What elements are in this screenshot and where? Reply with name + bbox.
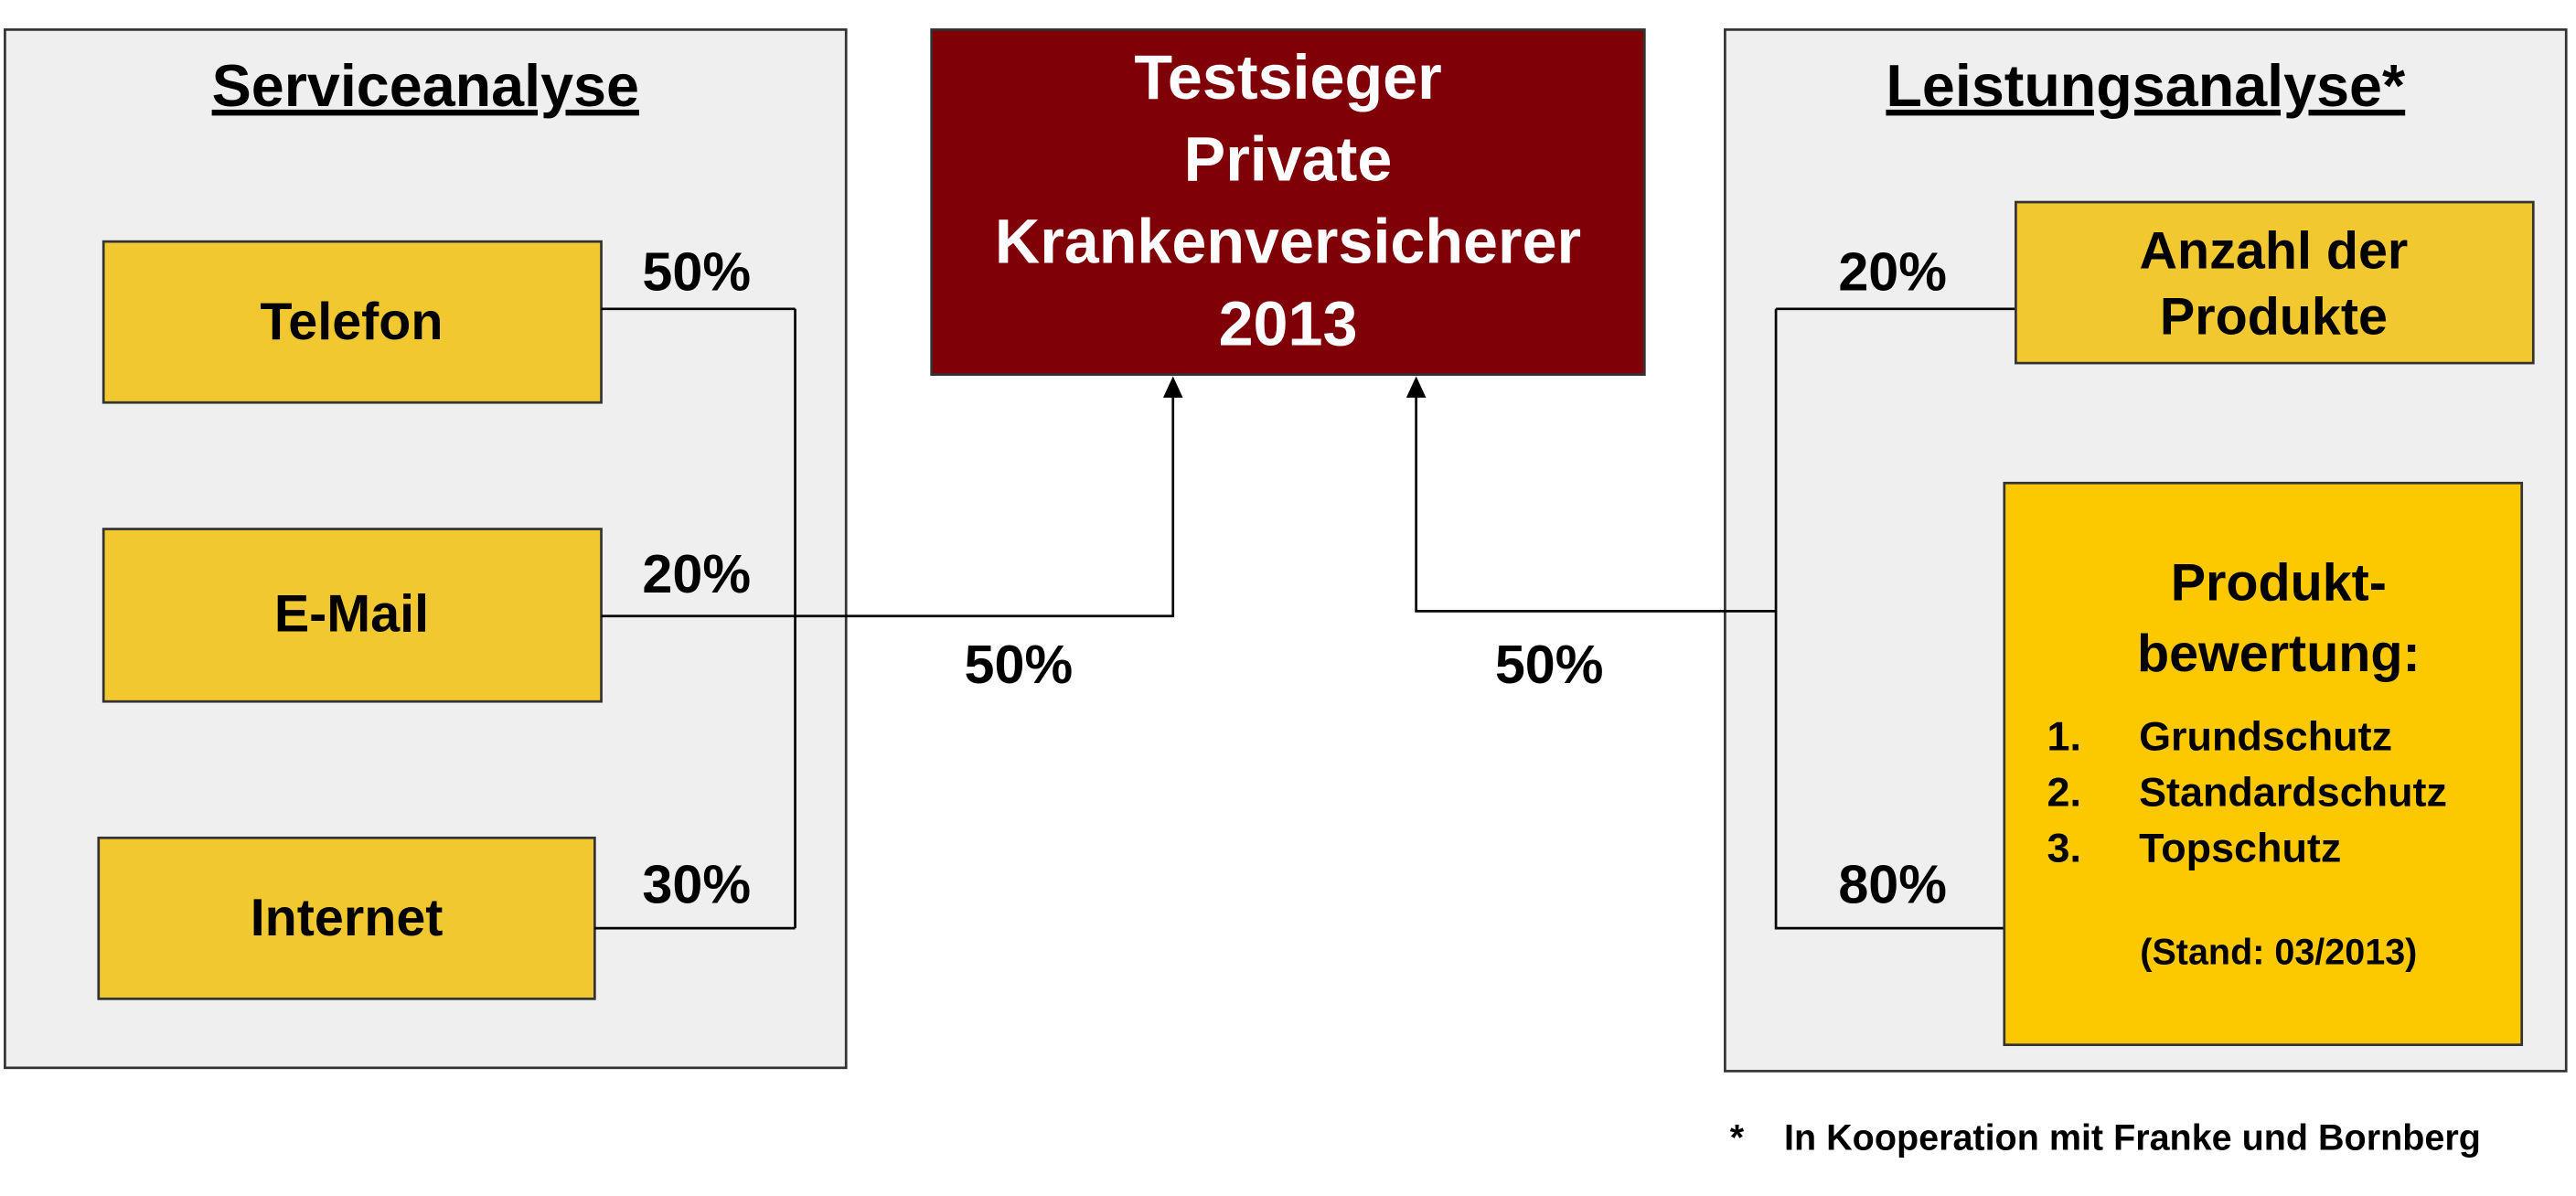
footnote-marker: * [1730,1117,1745,1158]
criterion-label: Produkte [2160,288,2388,347]
weight-label: 50% [1495,634,1604,695]
criterion-label: E-Mail [274,585,429,644]
list-item: Topschutz [2139,825,2341,871]
panel-title: Serviceanalyse [212,52,639,119]
list-item: Grundschutz [2139,712,2392,759]
panel-title: Leistungsanalyse* [1886,52,2406,119]
connector [594,307,1175,930]
weight-label: 80% [1838,854,1947,915]
weight-label: 20% [642,543,751,604]
weight-label: 30% [642,854,751,915]
list-number: 1. [2047,712,2081,759]
criterion-box [2003,481,2524,1047]
result-title: Testsieger [1134,43,1441,112]
criterion-label: Anzahl der [2140,222,2409,281]
note: (Stand: 03/2013) [2140,932,2417,972]
criterion-box [97,836,596,1000]
weight-label: 20% [1838,241,1947,303]
arrowhead [1406,376,1427,398]
criterion-label: Produkt- [2171,554,2387,613]
result-box [930,28,1646,377]
result-title: Private [1184,125,1393,195]
result-title: 2013 [1219,289,1358,358]
arrowhead [1162,376,1183,398]
criterion-box [102,528,603,703]
footnote: In Kooperation mit Franke und Bornberg [1784,1117,2481,1158]
connector [1415,307,2016,930]
list-item: Standardschutz [2139,768,2447,815]
list-number: 2. [2047,768,2081,815]
criterion-box [102,240,603,404]
weight-label: 50% [642,241,751,303]
criterion-box [2015,200,2535,365]
criterion-label: Telefon [260,293,443,351]
weight-label: 50% [965,634,1074,695]
criterion-label: bewertung: [2137,625,2421,683]
criterion-label: Internet [251,889,444,947]
result-title: Krankenversicherer [995,208,1581,277]
list-number: 3. [2047,825,2081,871]
